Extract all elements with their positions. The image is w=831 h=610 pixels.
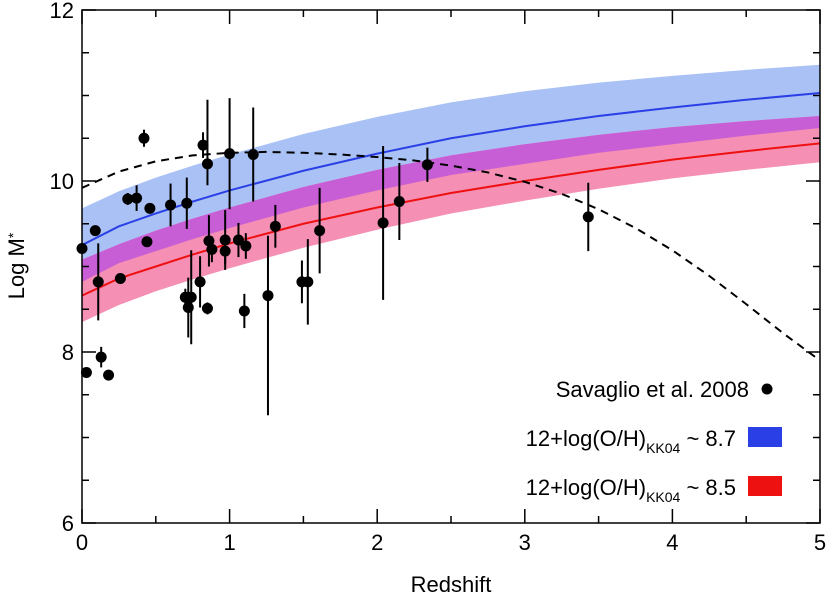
data-point-30 xyxy=(262,290,274,302)
data-point-25 xyxy=(224,148,236,160)
data-point-34 xyxy=(314,225,326,237)
y-axis-title-sub: * xyxy=(5,232,21,238)
band-overlap xyxy=(82,116,820,282)
data-point-16 xyxy=(185,291,197,303)
legend-blue-swatch xyxy=(748,427,782,447)
data-point-14 xyxy=(181,197,193,209)
y-tick-label: 8 xyxy=(62,340,74,365)
legend-blue-sub: KK04 xyxy=(646,440,680,456)
metallicity-bands xyxy=(82,64,820,323)
data-point-22 xyxy=(206,243,218,255)
x-axis-title: Redshift xyxy=(411,572,492,597)
data-point-18 xyxy=(197,139,209,151)
legend-points-label: Savaglio et al. 2008 xyxy=(556,377,749,402)
data-point-37 xyxy=(421,159,433,171)
legend-red-sub: KK04 xyxy=(646,489,680,505)
legend-red-label: 12+log(O/H)KK04 ~ 8.5 xyxy=(526,475,736,505)
x-tick-label: 5 xyxy=(814,530,826,555)
x-tick-label: 2 xyxy=(371,530,383,555)
data-point-8 xyxy=(131,192,143,204)
legend-blue-tail: ~ 8.7 xyxy=(680,426,736,451)
curve-line-0 xyxy=(82,91,820,247)
x-tick-label: 1 xyxy=(223,530,235,555)
y-tick-label: 6 xyxy=(62,511,74,536)
data-point-38 xyxy=(582,211,594,223)
data-point-20 xyxy=(201,158,213,170)
legend-blue-main: 12+log(O/H) xyxy=(526,426,646,451)
curve-line-1 xyxy=(82,142,820,297)
y-axis-title-main: Log M xyxy=(4,238,29,299)
data-point-2 xyxy=(89,225,101,237)
axis-ticks xyxy=(81,9,821,524)
x-tick-label: 4 xyxy=(666,530,678,555)
legend: Savaglio et al. 2008 12+log(O/H)KK04 ~ 8… xyxy=(526,377,782,505)
data-point-11 xyxy=(144,202,156,214)
x-tick-label: 0 xyxy=(76,530,88,555)
data-point-19 xyxy=(201,302,213,314)
legend-blue-label: 12+log(O/H)KK04 ~ 8.7 xyxy=(526,426,736,456)
data-point-6 xyxy=(114,272,126,284)
data-point-35 xyxy=(377,217,389,229)
legend-red-tail: ~ 8.5 xyxy=(680,475,736,500)
data-point-4 xyxy=(95,351,107,363)
data-point-24 xyxy=(219,245,231,257)
x-tick-label: 3 xyxy=(519,530,531,555)
data-point-31 xyxy=(269,220,281,232)
data-point-17 xyxy=(194,276,206,288)
legend-red-main: 12+log(O/H) xyxy=(526,475,646,500)
dashed-curve xyxy=(82,150,820,362)
model-curves xyxy=(82,91,820,362)
data-point-28 xyxy=(240,240,252,252)
data-points xyxy=(76,98,594,416)
data-point-12 xyxy=(165,199,177,211)
data-point-26 xyxy=(232,234,244,246)
data-point-7 xyxy=(122,193,134,205)
data-point-36 xyxy=(393,196,405,208)
data-point-9 xyxy=(138,132,150,144)
legend-red-swatch xyxy=(748,476,782,496)
data-point-33 xyxy=(302,276,314,288)
legend-points-marker xyxy=(761,383,773,395)
data-point-1 xyxy=(80,367,92,379)
y-tick-label: 12 xyxy=(50,0,74,23)
y-axis-title: Log M* xyxy=(4,232,29,299)
data-point-3 xyxy=(92,276,104,288)
data-point-10 xyxy=(141,236,153,248)
y-tick-label: 10 xyxy=(50,169,74,194)
data-point-27 xyxy=(238,305,250,317)
band-1 xyxy=(82,116,820,323)
data-point-5 xyxy=(103,369,115,381)
data-point-29 xyxy=(247,148,259,160)
